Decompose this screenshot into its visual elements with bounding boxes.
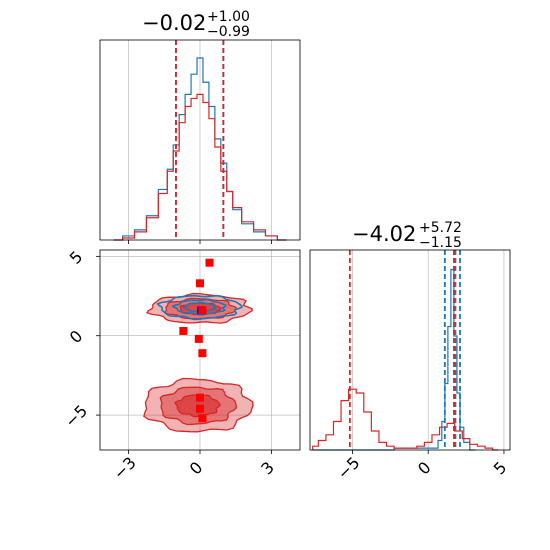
title-x-plus: +1.00 [207, 9, 250, 25]
x-tick-label: 5 [490, 458, 511, 479]
x-tick-label: 3 [257, 458, 278, 479]
marker [198, 306, 207, 315]
marker [205, 258, 214, 267]
title-x-value: −0.02 [142, 11, 206, 35]
title-x-minus: −0.99 [207, 24, 250, 40]
title-y-value: −4.02 [352, 222, 416, 246]
marker [179, 326, 188, 335]
marker [194, 334, 203, 343]
y-hist-blue [312, 268, 476, 451]
x-tick-label: −3 [110, 453, 140, 483]
marker [196, 404, 204, 413]
title-y-plus: +5.72 [419, 220, 462, 236]
y-tick-label: 5 [66, 247, 87, 268]
blue-contour [156, 294, 243, 321]
blue-contour [171, 298, 227, 316]
marker [196, 393, 204, 402]
y-marginal-panel: −5 0 5 [309, 249, 511, 483]
y-marginal-frame [309, 249, 511, 451]
title-y-minus: −1.15 [419, 235, 462, 251]
blue-contour [182, 301, 217, 313]
title-x: −0.02 +1.00 −0.99 [142, 9, 250, 40]
x-hist-blue [113, 57, 287, 241]
marker [198, 414, 207, 423]
marker [196, 279, 204, 288]
x-tick-label: 0 [414, 458, 435, 479]
x-marginal-panel [99, 39, 301, 244]
joint-panel: −3 0 3 −5 0 5 [61, 247, 301, 483]
y-tick-label: 0 [66, 327, 87, 348]
title-y: −4.02 +5.72 −1.15 [352, 220, 462, 251]
y-tick-label: −5 [61, 401, 91, 431]
x-tick-label: −5 [333, 453, 363, 483]
x-hist-red [113, 93, 287, 241]
x-tick-label: 0 [186, 458, 207, 479]
marker [198, 349, 207, 358]
y-hist-red [312, 388, 499, 451]
